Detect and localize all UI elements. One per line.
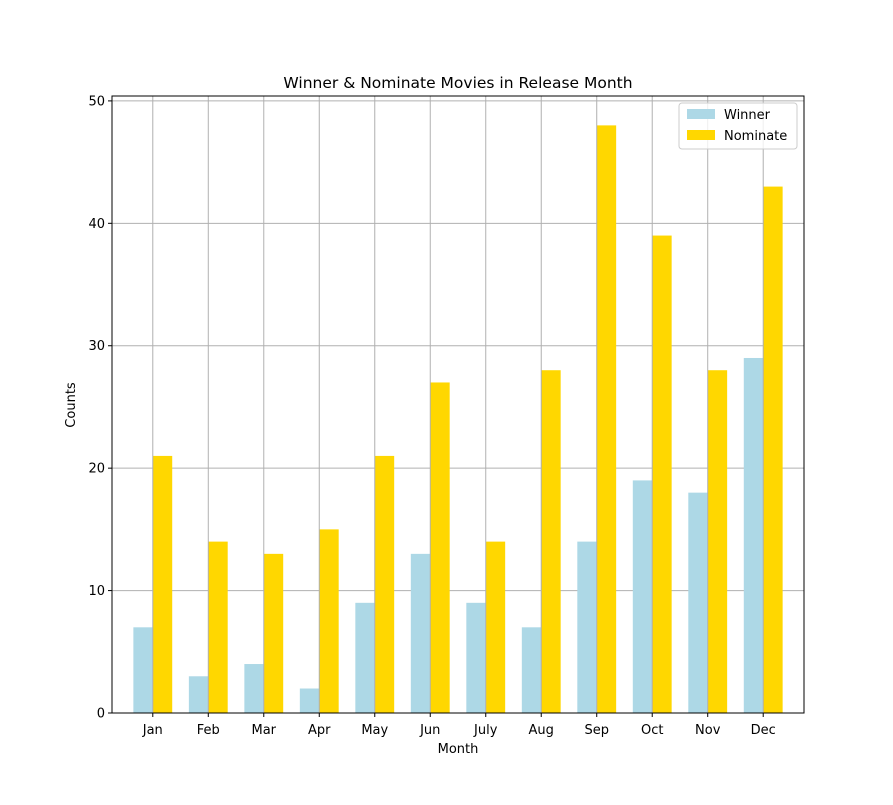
x-tick-label: Oct [641, 723, 663, 738]
x-tick-label: Sep [584, 723, 609, 738]
bar-winner-jun [410, 553, 431, 713]
legend-swatch-winner [687, 109, 715, 119]
plot-frame [111, 95, 805, 714]
bar-nominate-apr [319, 529, 339, 713]
bar-winner-nov [688, 492, 708, 713]
y-tick-label: 40 [88, 217, 105, 232]
legend-label-nominate: Nominate [724, 129, 787, 144]
x-tick-label: Aug [529, 723, 554, 738]
ticks-layer: 0 10 20 30 40 50 Jan Feb Mar Apr May Jun July Aug Sep O… [88, 94, 775, 738]
bar-nominate-jun [430, 382, 450, 713]
bar-nominate-mar [263, 553, 284, 713]
x-tick-label: Apr [308, 723, 331, 738]
x-tick-label: Mar [252, 723, 277, 738]
y-axis-label: Counts [64, 382, 79, 428]
bar-winner-may [355, 602, 375, 713]
y-tick-label: 0 [97, 707, 105, 722]
legend-swatch-nominate [687, 130, 715, 140]
bar-winner-mar [244, 664, 264, 713]
x-grid-overlay [152, 96, 764, 713]
bar-winner-sep [577, 541, 597, 713]
bar-winner-jan [133, 627, 153, 713]
y-tick-label: 20 [88, 462, 105, 477]
legend: Winner Nominate [678, 102, 798, 150]
bar-winner-july [466, 602, 486, 713]
legend-label-winner: Winner [724, 108, 771, 123]
bar-nominate-jan [152, 455, 173, 713]
x-tick-label: Feb [197, 723, 220, 738]
x-axis-label: Month [438, 742, 479, 757]
bar-nominate-nov [707, 370, 728, 713]
bar-winner-dec [743, 357, 764, 713]
bar-winner-aug [521, 627, 542, 713]
bars-layer [133, 125, 783, 714]
chart-title: Winner & Nominate Movies in Release Mont… [283, 74, 632, 92]
y-tick-label: 30 [88, 339, 105, 354]
y-tick-label: 50 [88, 94, 105, 109]
y-tick-label: 10 [88, 584, 105, 599]
bar-winner-feb [188, 676, 209, 713]
bar-nominate-oct [652, 235, 672, 714]
x-tick-label: Jan [142, 723, 163, 738]
x-tick-label: Dec [751, 723, 776, 738]
x-tick-label: July [473, 723, 498, 738]
bar-winner-apr [299, 688, 320, 713]
x-tick-label: Nov [695, 723, 721, 738]
bar-nominate-sep [596, 125, 617, 713]
bar-nominate-july [485, 541, 506, 713]
x-tick-label: May [361, 723, 388, 738]
bar-nominate-dec [763, 186, 783, 714]
x-tick-label: Jun [419, 723, 440, 738]
bar-nominate-aug [541, 370, 561, 713]
bar-nominate-feb [208, 541, 228, 713]
bar-nominate-may [374, 455, 395, 713]
bar-winner-oct [632, 480, 653, 713]
